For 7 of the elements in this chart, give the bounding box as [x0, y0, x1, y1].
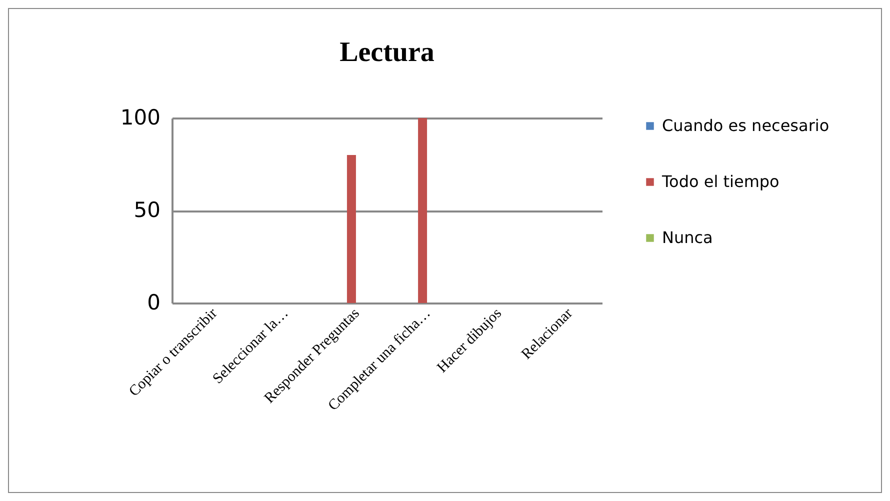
- legend-label: Todo el tiempo: [661, 172, 780, 191]
- legend-label: Cuando es necesario: [662, 116, 830, 135]
- y-tick-label: 50: [134, 198, 160, 222]
- chart-title: Lectura: [340, 37, 434, 68]
- y-tick-label: 100: [120, 106, 160, 130]
- legend-label: Nunca: [662, 228, 713, 247]
- y-tick-label: 0: [147, 290, 160, 314]
